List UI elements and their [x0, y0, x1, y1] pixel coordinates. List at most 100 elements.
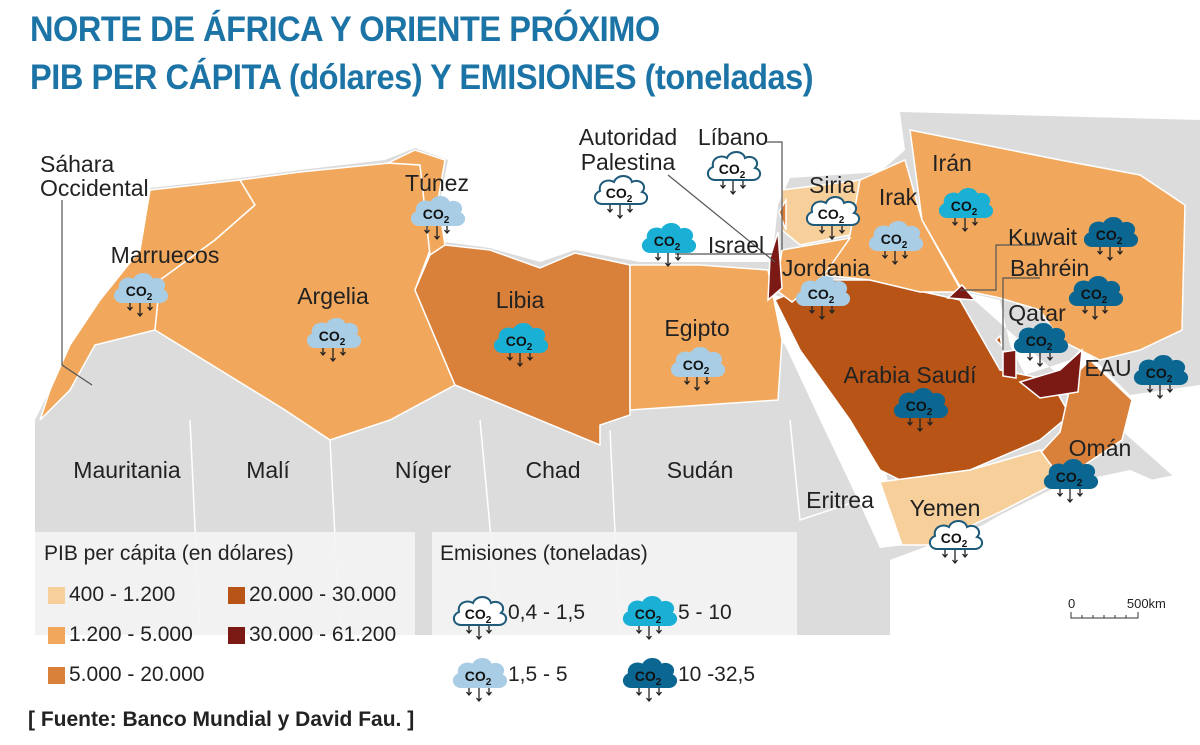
- country-label-eau: EAU: [1084, 355, 1131, 381]
- co2-cloud-icon: CO2: [453, 596, 507, 641]
- country-label-qatar: Qatar: [1008, 300, 1066, 326]
- country-label-tunez: Túnez: [405, 170, 469, 196]
- svg-text:CO2: CO2: [635, 606, 662, 626]
- leader-lines: [61, 141, 1040, 386]
- gdp-legend-panel: [35, 532, 415, 635]
- emission-legend-item: CO2 10 -32,5: [620, 645, 755, 705]
- gdp-legend-item: 5.000 - 20.000: [48, 663, 204, 687]
- country-qatar: [1002, 349, 1017, 379]
- svg-text:CO2: CO2: [423, 206, 450, 226]
- color-swatch: [48, 666, 65, 684]
- co2-cloud-icon: CO2: [707, 151, 761, 196]
- country-label-israel: Israel: [708, 232, 764, 258]
- co2-cloud-icon: CO2: [894, 388, 948, 433]
- svg-text:CO2: CO2: [951, 198, 978, 218]
- country-label-libano: Líbano: [698, 124, 768, 150]
- country-eau: [1018, 348, 1083, 399]
- region-label: Mauritania: [73, 457, 181, 483]
- country-label-marruecos: Marruecos: [111, 242, 220, 268]
- svg-text:CO2: CO2: [606, 185, 633, 205]
- source-note: [ Fuente: Banco Mundial y David Fau. ]: [28, 708, 415, 731]
- co2-cloud-icon: CO2: [114, 273, 168, 318]
- country-label-palestina: Autoridad Palestina: [579, 124, 677, 175]
- svg-text:CO2: CO2: [506, 333, 533, 353]
- region-label-sahara: Sáhara Occidental: [40, 151, 149, 201]
- region-label: Chad: [526, 457, 581, 483]
- svg-text:CO2: CO2: [1056, 469, 1083, 489]
- svg-text:CO2: CO2: [465, 606, 492, 626]
- scale-start: 0: [1068, 596, 1076, 611]
- emission-legend-label: 5 - 10: [678, 601, 732, 624]
- country-label-egipto: Egipto: [664, 315, 729, 341]
- red-sea: [745, 285, 905, 548]
- country-label-iran: Irán: [932, 150, 972, 176]
- co2-cloud-icon: CO2: [1014, 323, 1068, 368]
- region-label: Sudán: [667, 457, 734, 483]
- emission-legend-label: 1,5 - 5: [508, 663, 568, 686]
- gdp-legend-item: 400 - 1.200: [48, 583, 175, 607]
- scale-end: 500km: [1126, 596, 1166, 611]
- co2-cloud-icon: CO2: [1044, 459, 1098, 504]
- gdp-legend-label: 1.200 - 5.000: [69, 623, 193, 646]
- co2-cloud-icon: CO2: [806, 196, 860, 241]
- country-kuwait: [946, 283, 977, 301]
- svg-text:CO2: CO2: [719, 161, 746, 181]
- emission-legend-item: CO2 1,5 - 5: [450, 645, 568, 705]
- emission-legend-label: 10 -32,5: [678, 663, 756, 686]
- gdp-legend-item: 1.200 - 5.000: [48, 623, 193, 647]
- svg-text:CO2: CO2: [941, 530, 968, 550]
- gdp-legend-item: 30.000 - 61.200: [228, 623, 396, 647]
- gdp-legend-title: PIB per cápita (en dólares): [44, 542, 294, 565]
- svg-text:CO2: CO2: [683, 357, 710, 377]
- co2-cloud-icon: CO2: [939, 188, 993, 233]
- country-label-bahrein: Bahréin: [1010, 255, 1089, 281]
- svg-text:CO2: CO2: [818, 206, 845, 226]
- region-label: Eritrea: [806, 487, 874, 513]
- co2-cloud-icon: CO2: [796, 276, 850, 321]
- co2-cloud-icon: CO2: [671, 347, 725, 392]
- country-label-yemen: Yemen: [910, 495, 981, 521]
- country-oman: [1030, 358, 1133, 481]
- country-label-kuwait: Kuwait: [1008, 224, 1078, 250]
- country-egipto: [629, 264, 783, 411]
- arabian-sea: [890, 470, 1200, 635]
- emission-legend-label: 0,4 - 1,5: [508, 601, 586, 624]
- co2-cloud-icon: CO2: [494, 323, 548, 368]
- country-bahrein: [994, 334, 1004, 349]
- gdp-legend-label: 30.000 - 61.200: [249, 623, 397, 646]
- country-label-argelia: Argelia: [297, 283, 369, 309]
- svg-text:CO2: CO2: [1026, 333, 1053, 353]
- svg-text:CO2: CO2: [1096, 227, 1123, 247]
- country-label-arabia: Arabia Saudí: [844, 362, 978, 388]
- color-swatch: [48, 626, 65, 644]
- svg-text:CO2: CO2: [319, 328, 346, 348]
- co2-cloud-icon: CO2: [1134, 355, 1188, 400]
- svg-text:CO2: CO2: [906, 398, 933, 418]
- atlantic-ocean: [35, 160, 150, 420]
- svg-text:CO2: CO2: [1081, 286, 1108, 306]
- region-label: Malí: [246, 457, 290, 483]
- co2-cloud-icon: CO2: [929, 520, 983, 565]
- svg-text:CO2: CO2: [465, 668, 492, 688]
- svg-text:CO2: CO2: [126, 283, 153, 303]
- co2-cloud-icon: CO2: [1069, 276, 1123, 321]
- gdp-legend-item: 20.000 - 30.000: [228, 583, 396, 607]
- svg-text:CO2: CO2: [654, 233, 681, 253]
- scale-line: [1070, 612, 1139, 619]
- gdp-legend-label: 20.000 - 30.000: [249, 583, 397, 606]
- co2-cloud-icon: CO2: [642, 223, 696, 268]
- emission-legend-item: CO2 5 - 10: [620, 583, 732, 643]
- title-line-1: NORTE DE ÁFRICA Y ORIENTE PRÓXIMO: [30, 10, 660, 49]
- co2-cloud-icon: CO2: [411, 196, 465, 241]
- country-label-oman: Omán: [1069, 435, 1132, 461]
- co2-cloud-icon: CO2: [869, 221, 923, 266]
- co2-cloud-icon: CO2: [623, 596, 677, 641]
- title-line-2: PIB PER CÁPITA (dólares) Y EMISIONES (to…: [30, 58, 814, 97]
- gdp-legend-label: 5.000 - 20.000: [69, 663, 205, 686]
- scale-bar: 0 500km: [1068, 596, 1166, 619]
- co2-cloud-icon: CO2: [594, 175, 648, 220]
- svg-text:CO2: CO2: [808, 286, 835, 306]
- region-label: Níger: [395, 457, 452, 483]
- gdp-legend-label: 400 - 1.200: [69, 583, 176, 606]
- country-label-siria: Siria: [809, 172, 855, 198]
